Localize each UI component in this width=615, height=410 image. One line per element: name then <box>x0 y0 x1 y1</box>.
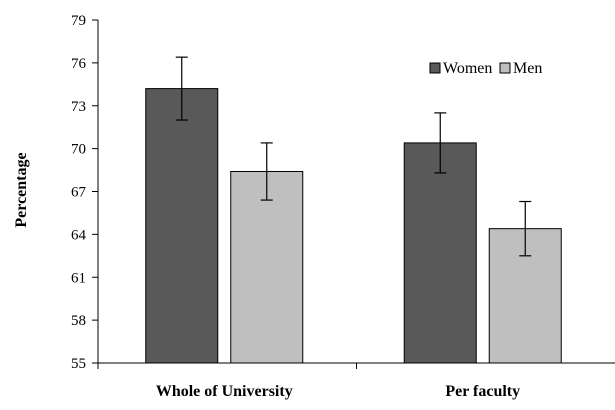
y-axis-label: Percentage <box>13 152 30 227</box>
bar-men-0 <box>230 170 304 364</box>
y-tick-label: 73 <box>71 99 86 115</box>
y-tick-label: 55 <box>71 356 86 372</box>
bars-layer <box>145 88 562 364</box>
x-tick-label: Per faculty <box>445 383 520 400</box>
y-tick-label: 64 <box>71 227 87 243</box>
legend-swatch-men <box>499 62 511 74</box>
bar-women-1 <box>403 142 477 364</box>
y-tick-label: 70 <box>71 142 86 158</box>
legend: Women Men <box>429 60 542 77</box>
y-tick-label: 61 <box>71 270 86 286</box>
y-tick-label: 79 <box>71 13 86 29</box>
error-bars-layer <box>175 56 532 257</box>
legend-swatch-women <box>429 62 441 74</box>
y-tick-label: 76 <box>71 56 87 72</box>
legend-label-men: Men <box>513 60 542 77</box>
x-tick-label: Whole of University <box>156 383 293 400</box>
axes-layer: Whole of University Per faculty 55 58 61 64 67… <box>71 13 615 400</box>
bar-women-0 <box>145 88 219 364</box>
y-tick-label: 67 <box>71 185 87 201</box>
legend-label-women: Women <box>443 60 492 77</box>
y-tick-label: 58 <box>71 313 86 329</box>
